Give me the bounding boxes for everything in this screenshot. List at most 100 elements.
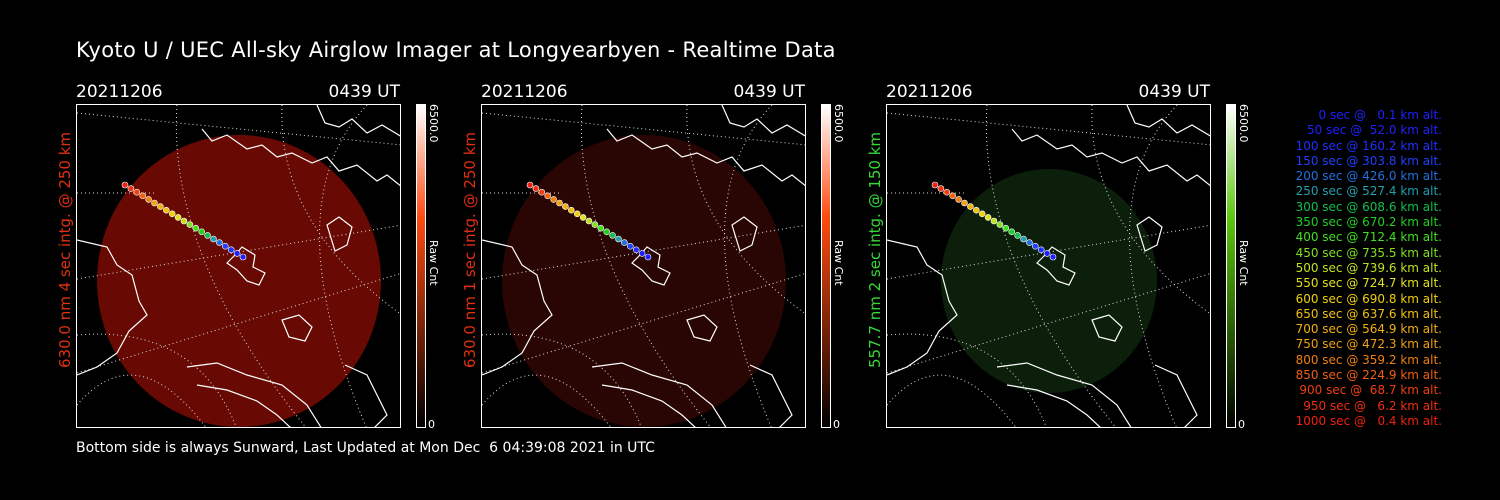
track-point — [990, 217, 998, 225]
coastline — [77, 239, 148, 376]
coastline — [326, 216, 353, 252]
panel-2-colorbar — [821, 104, 831, 428]
legend-entry: 650 sec @ 637.6 km alt. — [1291, 306, 1442, 321]
grid-line — [77, 273, 400, 374]
track-point — [1043, 250, 1051, 257]
panel-1-colorbar-min: 0 — [428, 418, 435, 431]
grid-line — [985, 105, 1117, 427]
track-point — [1026, 239, 1033, 246]
legend-entry: 500 sec @ 739.6 km alt. — [1291, 260, 1442, 275]
track-point — [1049, 253, 1057, 261]
grid-line — [580, 105, 712, 427]
track-point — [937, 185, 945, 192]
grid-line — [887, 374, 1017, 427]
grid-line — [887, 273, 1210, 374]
legend-entry: 1000 sec @ 0.4 km alt. — [1295, 413, 1442, 428]
track-point — [550, 196, 557, 203]
grid-line — [482, 273, 805, 374]
track-point — [638, 250, 646, 257]
panel-2-time: 0439 UT — [733, 82, 806, 102]
track-point — [996, 221, 1004, 228]
legend-entry: 0 sec @ 0.1 km alt. — [1307, 108, 1442, 122]
panel-3-date: 20211206 — [886, 82, 973, 102]
grid-line — [77, 374, 207, 427]
panel-3-colorbar — [1226, 104, 1236, 428]
coastline — [1091, 314, 1123, 342]
track-point — [532, 185, 540, 192]
panel-1-colorbar-unit: Raw Cnt — [427, 240, 440, 286]
panel-3-colorbar-max: 6500.0 — [1237, 104, 1250, 143]
panel-2-image — [481, 104, 806, 428]
panel-2-date: 20211206 — [481, 82, 568, 102]
track-point — [579, 214, 587, 221]
track-point — [609, 232, 616, 239]
track-point — [1032, 242, 1039, 250]
coastline — [686, 314, 718, 342]
track-point — [621, 239, 628, 246]
track-point — [139, 192, 146, 200]
legend-entry: 100 sec @ 160.2 km alt. — [1291, 138, 1442, 153]
track-point — [556, 199, 563, 207]
track-point — [1037, 246, 1045, 254]
legend-entry: 850 sec @ 224.9 km alt. — [1291, 368, 1442, 383]
track-point — [967, 203, 974, 210]
track-point — [961, 199, 968, 207]
coastline — [606, 128, 805, 187]
legend-entry: 300 sec @ 608.6 km alt. — [1291, 199, 1442, 214]
track-point — [973, 206, 980, 214]
track-point — [562, 203, 569, 210]
track-point — [1008, 228, 1015, 236]
track-point — [121, 181, 129, 189]
panel-1-image — [76, 104, 401, 428]
airglow-disk — [502, 135, 786, 427]
coastline — [1011, 128, 1210, 187]
legend-entry: 50 sec @ 52.0 km alt. — [1299, 123, 1442, 138]
coastline — [591, 362, 727, 427]
airglow-disk — [941, 169, 1157, 393]
coastline — [887, 239, 958, 376]
track-point — [955, 196, 962, 203]
altitude-legend: 0 sec @ 0.1 km alt. 50 sec @ 52.0 km alt… — [1262, 108, 1442, 429]
track-point — [198, 228, 205, 236]
track-point — [1020, 235, 1027, 243]
coastline — [186, 362, 322, 427]
track-point — [627, 242, 634, 250]
grid-line — [482, 333, 642, 427]
panel-2-colorbar-min: 0 — [833, 418, 840, 431]
legend-entry: 900 sec @ 68.7 km alt. — [1295, 383, 1442, 398]
panel-1-colorbar — [416, 104, 426, 428]
coastline — [1036, 246, 1076, 286]
track-point — [644, 253, 652, 261]
track-point — [538, 188, 546, 196]
panel-3-colorbar-unit: Raw Cnt — [1237, 240, 1250, 286]
grid-line — [1129, 105, 1178, 427]
track-point — [526, 181, 534, 189]
track-point — [239, 253, 247, 261]
legend-entry: 250 sec @ 527.4 km alt. — [1291, 184, 1442, 199]
track-point — [222, 242, 229, 250]
grid-line — [319, 105, 368, 427]
footer-note: Bottom side is always Sunward, Last Upda… — [76, 440, 655, 456]
grid-line — [482, 112, 805, 146]
panel-2-side-label: 630.0 nm 1 sec intg. @ 250 km — [461, 131, 479, 368]
coastline — [226, 246, 266, 286]
panel-3-image — [886, 104, 1211, 428]
legend-entry: 800 sec @ 359.2 km alt. — [1291, 352, 1442, 367]
grid-line — [887, 333, 1047, 427]
grid-line — [77, 112, 400, 146]
track-point — [157, 203, 164, 210]
panel-1-side-label: 630.0 nm 4 sec intg. @ 250 km — [56, 131, 74, 368]
coastline — [316, 105, 400, 137]
coastline — [1136, 216, 1163, 252]
track-point — [931, 181, 939, 189]
track-point — [603, 228, 610, 236]
coastline — [1154, 364, 1198, 427]
track-point — [632, 246, 640, 254]
track-point — [216, 239, 223, 246]
coastline — [996, 362, 1132, 427]
track-point — [1014, 232, 1021, 239]
grid-line — [482, 374, 612, 427]
legend-entry: 200 sec @ 426.0 km alt. — [1291, 169, 1442, 184]
grid-line — [887, 112, 1210, 146]
track-point — [133, 188, 141, 196]
